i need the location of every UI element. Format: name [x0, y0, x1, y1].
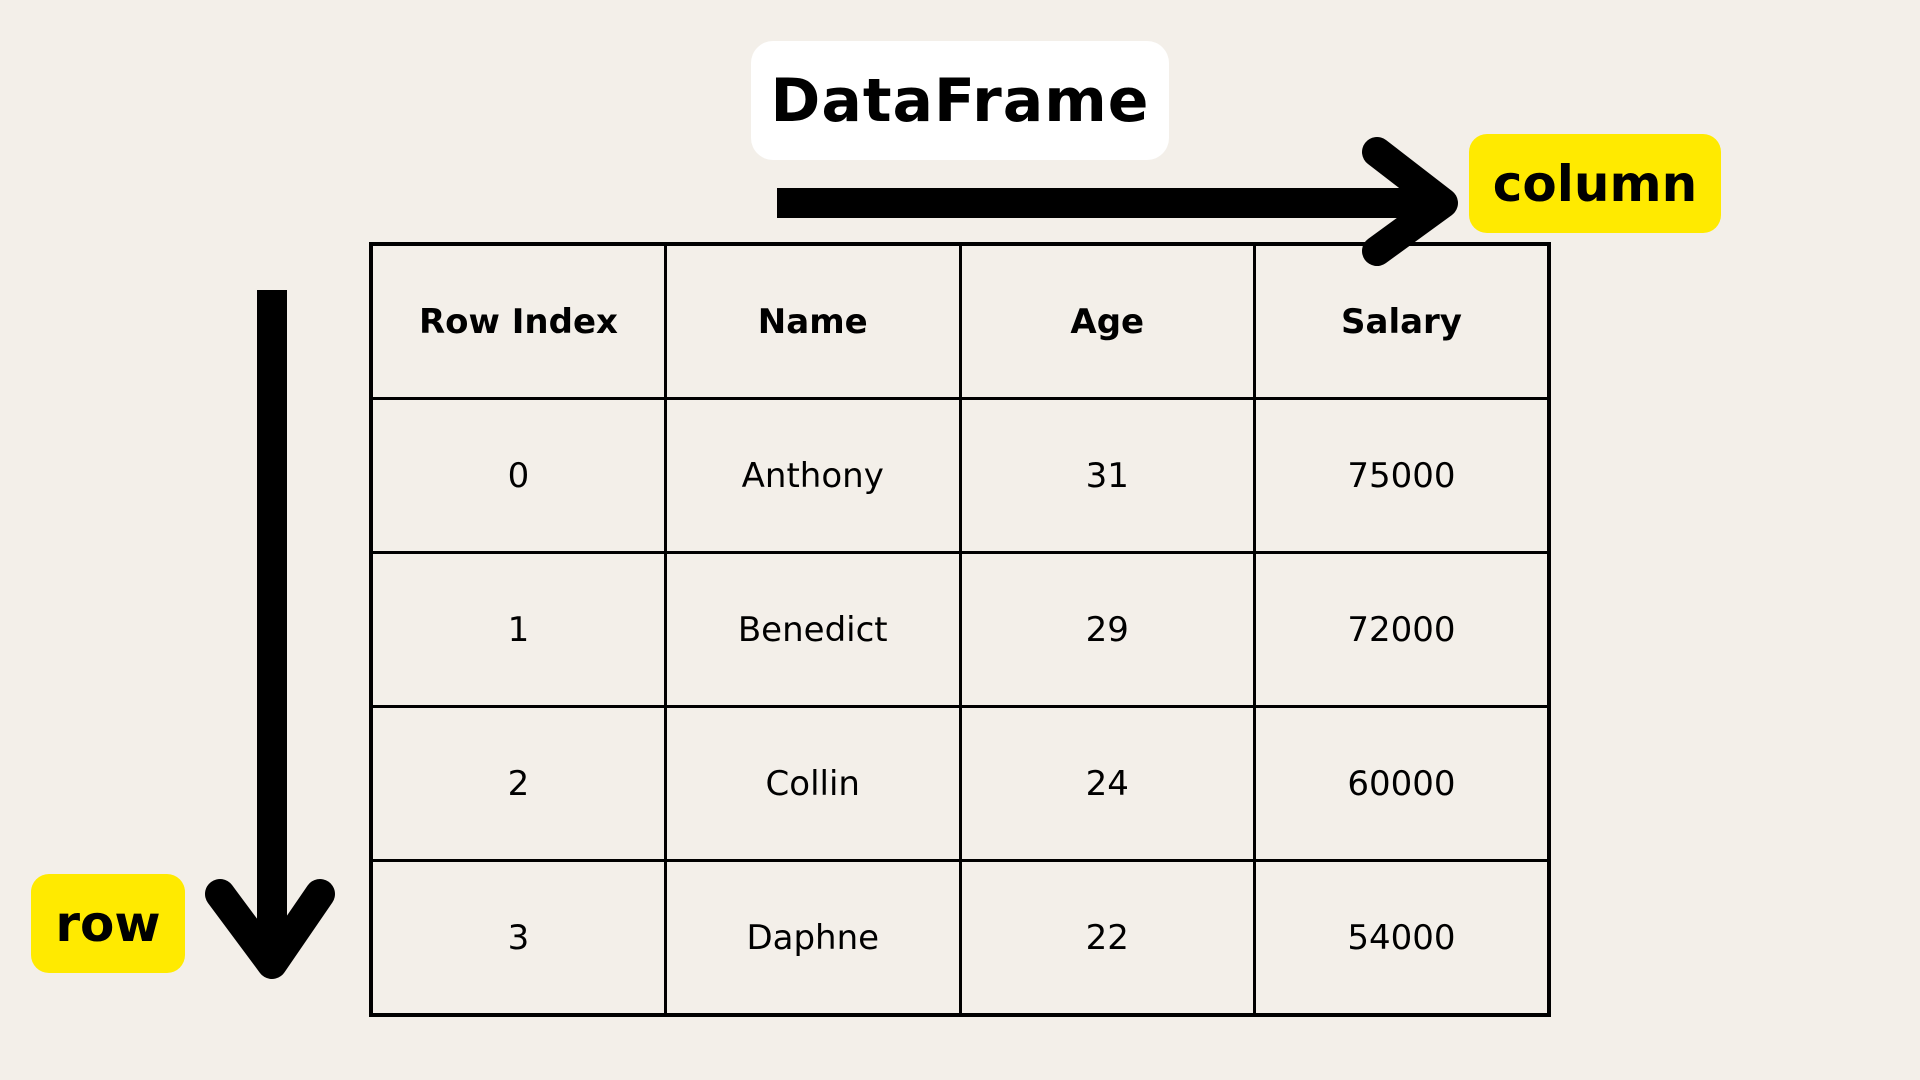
header-age: Age — [958, 242, 1256, 400]
cell-row-index: 0 — [369, 397, 667, 554]
header-row: Row Index Name Age Salary — [369, 242, 1551, 400]
header-row-index: Row Index — [369, 242, 667, 400]
cell-name: Benedict — [664, 551, 962, 708]
cell-name: Collin — [664, 705, 962, 862]
cell-age: 24 — [958, 705, 1256, 862]
cell-age: 29 — [958, 551, 1256, 708]
dataframe-title: DataFrame — [751, 41, 1169, 160]
row-label: row — [31, 874, 185, 973]
column-label: column — [1469, 134, 1721, 233]
cell-salary: 60000 — [1253, 705, 1551, 862]
table-row: 3 Daphne 22 54000 — [369, 859, 1551, 1017]
header-salary: Salary — [1253, 242, 1551, 400]
cell-salary: 75000 — [1253, 397, 1551, 554]
cell-age: 22 — [958, 859, 1256, 1017]
cell-salary: 72000 — [1253, 551, 1551, 708]
table-row: 1 Benedict 29 72000 — [369, 551, 1551, 708]
cell-name: Daphne — [664, 859, 962, 1017]
cell-age: 31 — [958, 397, 1256, 554]
dataframe-table: Row Index Name Age Salary 0 Anthony 31 7… — [369, 242, 1551, 1017]
header-name: Name — [664, 242, 962, 400]
table-row: 0 Anthony 31 75000 — [369, 397, 1551, 554]
cell-row-index: 2 — [369, 705, 667, 862]
row-arrow-icon — [205, 290, 335, 979]
column-arrow-icon — [777, 137, 1458, 266]
table-row: 2 Collin 24 60000 — [369, 705, 1551, 862]
cell-salary: 54000 — [1253, 859, 1551, 1017]
cell-row-index: 3 — [369, 859, 667, 1017]
cell-name: Anthony — [664, 397, 962, 554]
cell-row-index: 1 — [369, 551, 667, 708]
